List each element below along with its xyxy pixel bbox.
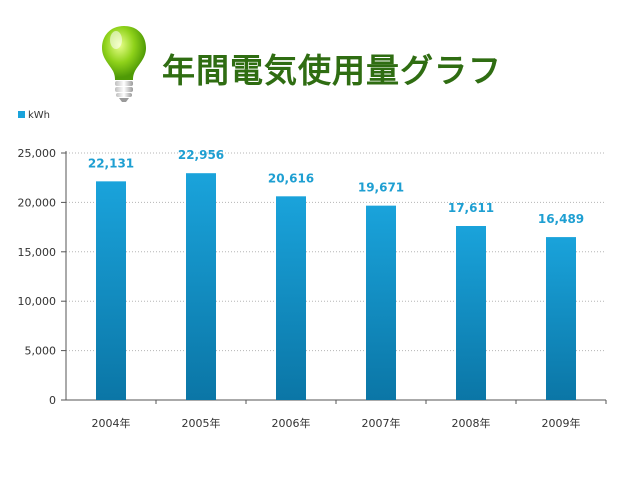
legend-swatch <box>18 111 25 118</box>
bar <box>96 181 126 400</box>
bar-value-label: 16,489 <box>538 212 584 226</box>
bar <box>456 226 486 400</box>
bars <box>96 173 576 400</box>
bar-value-label: 22,131 <box>88 156 134 170</box>
x-tick-label: 2006年 <box>272 416 311 430</box>
y-tick-label: 25,000 <box>18 147 57 160</box>
y-tick-label: 20,000 <box>18 196 57 209</box>
x-tick-label: 2008年 <box>452 416 491 430</box>
y-tick-label: 10,000 <box>18 295 57 308</box>
bar-value-label: 20,616 <box>268 171 314 185</box>
x-tick-label: 2004年 <box>92 416 131 430</box>
bar <box>276 196 306 400</box>
bar <box>366 205 396 400</box>
bar-value-label: 19,671 <box>358 181 404 195</box>
chart-legend: kWh <box>18 110 50 121</box>
chart-title: 年間電気使用量グラフ <box>162 51 502 90</box>
axes <box>61 151 607 404</box>
x-tick-label: 2007年 <box>362 416 401 430</box>
bar <box>546 237 576 400</box>
y-tick-label: 0 <box>49 394 56 407</box>
y-tick-label: 15,000 <box>18 246 57 259</box>
bar-value-label: 22,956 <box>178 148 224 162</box>
labels: 0 5,000 10,000 15,000 20,000 25,000 22,131 2004… <box>18 147 585 430</box>
bar <box>186 173 216 400</box>
y-tick-label: 5,000 <box>25 345 57 358</box>
x-tick-label: 2009年 <box>542 416 581 430</box>
lightbulb-icon <box>102 26 146 102</box>
chart-header: 年間電気使用量グラフ <box>0 0 640 110</box>
x-tick-label: 2005年 <box>182 416 221 430</box>
gridlines <box>66 152 606 352</box>
bar-value-label: 17,611 <box>448 201 494 215</box>
legend-label-kwh: kWh <box>28 110 50 121</box>
